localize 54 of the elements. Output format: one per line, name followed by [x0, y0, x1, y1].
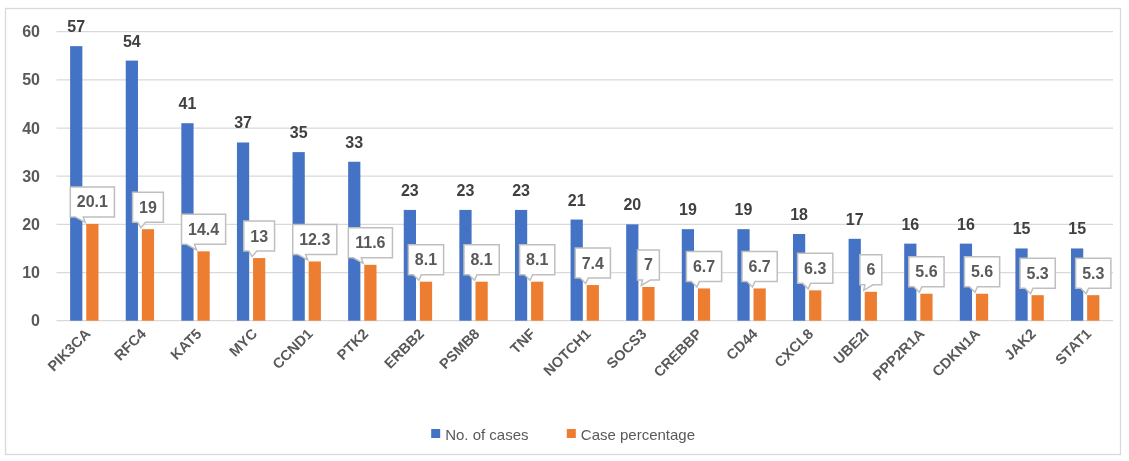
- bar: [308, 261, 321, 321]
- data-label: 5.6: [915, 263, 938, 281]
- bar: [626, 224, 639, 321]
- data-label: 16: [957, 215, 975, 233]
- data-label: 23: [512, 181, 531, 199]
- y-tick-label: 40: [22, 119, 41, 137]
- data-label: 19: [679, 201, 697, 219]
- data-label: 33: [345, 133, 364, 151]
- data-label: 5.3: [1026, 264, 1049, 282]
- y-tick-label: 60: [22, 23, 41, 41]
- data-label: 12.3: [299, 230, 331, 248]
- bar: [848, 238, 861, 321]
- data-label: 5.3: [1082, 264, 1105, 282]
- data-label: 8.1: [414, 251, 438, 269]
- data-label: 20: [623, 196, 642, 214]
- data-label: 5.6: [970, 263, 994, 281]
- data-label: 17: [845, 210, 864, 228]
- data-label: 19: [139, 198, 157, 216]
- data-label: 7: [643, 256, 653, 274]
- data-label: 15: [1068, 220, 1087, 238]
- data-label: 41: [178, 95, 197, 113]
- data-label: 13: [250, 227, 269, 245]
- y-tick-label: 20: [22, 215, 41, 233]
- data-label: 35: [289, 124, 308, 142]
- legend-label: Case percentage: [580, 425, 696, 443]
- y-tick-label: 10: [22, 264, 41, 282]
- data-label: 11.6: [355, 234, 386, 252]
- data-label: 8.1: [470, 251, 493, 269]
- data-label: 57: [67, 18, 86, 36]
- data-label: 18: [790, 206, 809, 223]
- data-label: 6.3: [804, 259, 827, 277]
- data-label: 20.1: [76, 193, 109, 211]
- data-label: 21: [567, 191, 586, 209]
- bar: [364, 264, 377, 321]
- x-tick-label: TNF: [507, 325, 539, 357]
- data-label: 7.4: [581, 254, 605, 272]
- data-label: 23: [400, 181, 419, 199]
- data-label: 6.7: [692, 257, 716, 275]
- data-label: 6: [866, 261, 876, 279]
- y-tick-label: 0: [31, 312, 41, 330]
- data-label: 8.1: [526, 251, 549, 269]
- data-label: 14.4: [188, 220, 220, 238]
- legend-label: No. of cases: [445, 425, 529, 443]
- y-tick-label: 50: [22, 71, 41, 89]
- bar: [86, 223, 99, 321]
- data-label: 37: [234, 114, 253, 132]
- data-label: 23: [456, 181, 475, 199]
- data-label: 19: [734, 201, 753, 219]
- data-label: 16: [901, 215, 920, 233]
- bar: [197, 251, 210, 321]
- y-tick-label: 30: [22, 167, 41, 185]
- data-label: 6.7: [748, 257, 771, 275]
- data-label: 15: [1012, 220, 1031, 238]
- data-label: 54: [122, 32, 141, 50]
